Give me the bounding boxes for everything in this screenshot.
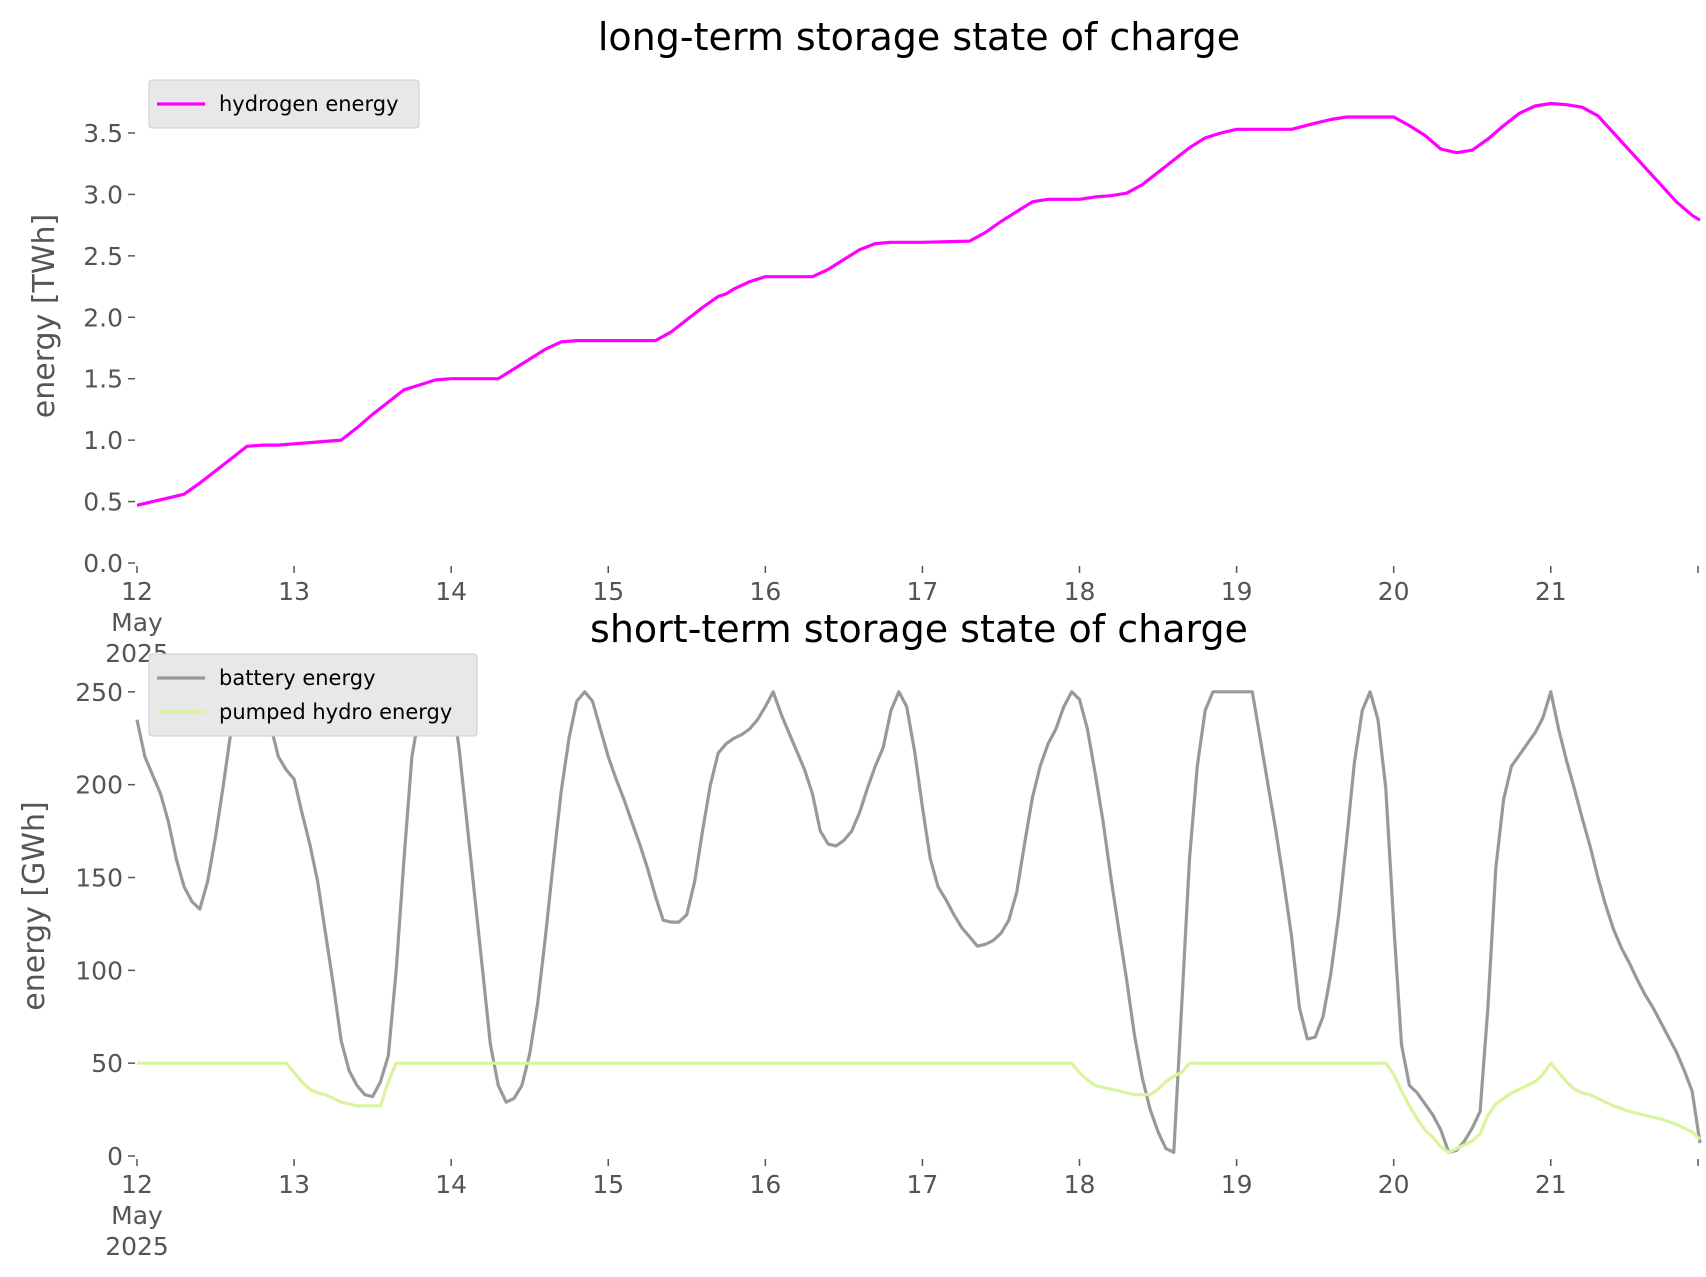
long-term-series <box>136 101 1701 507</box>
long-term-legend: hydrogen energy <box>148 79 420 129</box>
long-term-y-tick-label: 0.0 <box>83 549 123 578</box>
long-term-y-tick-label: 1.0 <box>83 426 123 455</box>
long-term-x-tick-sublabel: May <box>111 608 163 637</box>
short-term-y-tick-label: 200 <box>75 771 123 800</box>
series-line-hydrogen-energy <box>136 101 1701 507</box>
short-term-series <box>135 690 1702 1154</box>
legend-label: pumped hydro energy <box>219 700 452 724</box>
short-term-x-tick-label: 20 <box>1378 1170 1410 1199</box>
short-term-chart: short-term storage state of charge energ… <box>17 607 1702 1261</box>
long-term-chart: long-term storage state of charge energy… <box>27 15 1701 668</box>
long-term-x-tick-label: 17 <box>907 577 939 606</box>
long-term-x-tick-label: 12 <box>121 577 153 606</box>
short-term-y-ticks: 0 50 100 150 200 250 <box>75 678 135 1171</box>
short-term-chart-title: short-term storage state of charge <box>590 607 1248 651</box>
short-term-x-tick-sublabel: May <box>111 1201 163 1230</box>
long-term-chart-title: long-term storage state of charge <box>598 15 1240 59</box>
long-term-x-tick-label: 15 <box>592 577 624 606</box>
short-term-y-axis-label: energy [GWh] <box>17 801 52 1010</box>
long-term-x-tick-label: 20 <box>1378 577 1410 606</box>
short-term-x-tick-label: 18 <box>1064 1170 1096 1199</box>
short-term-x-tick-label: 21 <box>1535 1170 1567 1199</box>
long-term-y-tick-label: 2.5 <box>83 242 123 271</box>
short-term-y-tick-label: 0 <box>107 1142 123 1171</box>
long-term-x-tick-label: 14 <box>435 577 467 606</box>
long-term-y-tick-label: 3.5 <box>83 119 123 148</box>
short-term-x-tick-label: 16 <box>749 1170 781 1199</box>
long-term-x-tick-label: 16 <box>749 577 781 606</box>
short-term-x-tick-label: 17 <box>907 1170 939 1199</box>
long-term-y-tick-label: 3.0 <box>83 180 123 209</box>
short-term-y-tick-label: 250 <box>75 678 123 707</box>
long-term-x-tick-label: 19 <box>1221 577 1253 606</box>
long-term-y-tick-label: 0.5 <box>83 488 123 517</box>
legend-label: hydrogen energy <box>219 92 399 116</box>
short-term-x-tick-label: 12 <box>121 1170 153 1199</box>
long-term-y-tick-label: 1.5 <box>83 365 123 394</box>
long-term-x-tick-label: 13 <box>278 577 310 606</box>
short-term-x-tick-label: 14 <box>435 1170 467 1199</box>
short-term-x-tick-label: 15 <box>592 1170 624 1199</box>
short-term-x-tick-label: 13 <box>278 1170 310 1199</box>
short-term-y-tick-label: 50 <box>91 1049 123 1078</box>
short-term-y-tick-label: 100 <box>75 956 123 985</box>
long-term-legend-box <box>148 79 420 129</box>
short-term-legend: battery energy pumped hydro energy <box>148 653 478 737</box>
long-term-x-tick-label: 18 <box>1064 577 1096 606</box>
short-term-y-tick-label: 150 <box>75 864 123 893</box>
legend-label: battery energy <box>219 666 376 690</box>
short-term-legend-box <box>148 653 478 737</box>
short-term-x-tick-label: 19 <box>1221 1170 1253 1199</box>
long-term-y-axis-label: energy [TWh] <box>27 214 62 418</box>
long-term-x-tick-label: 21 <box>1535 577 1567 606</box>
series-line-pumped-hydro-energy <box>137 1061 1702 1154</box>
long-term-y-tick-label: 2.0 <box>83 303 123 332</box>
long-term-y-ticks: 0.0 0.5 1.0 1.5 2.0 2.5 3.0 3.5 <box>83 119 135 578</box>
short-term-x-tick-sublabel: 2025 <box>105 1232 169 1261</box>
